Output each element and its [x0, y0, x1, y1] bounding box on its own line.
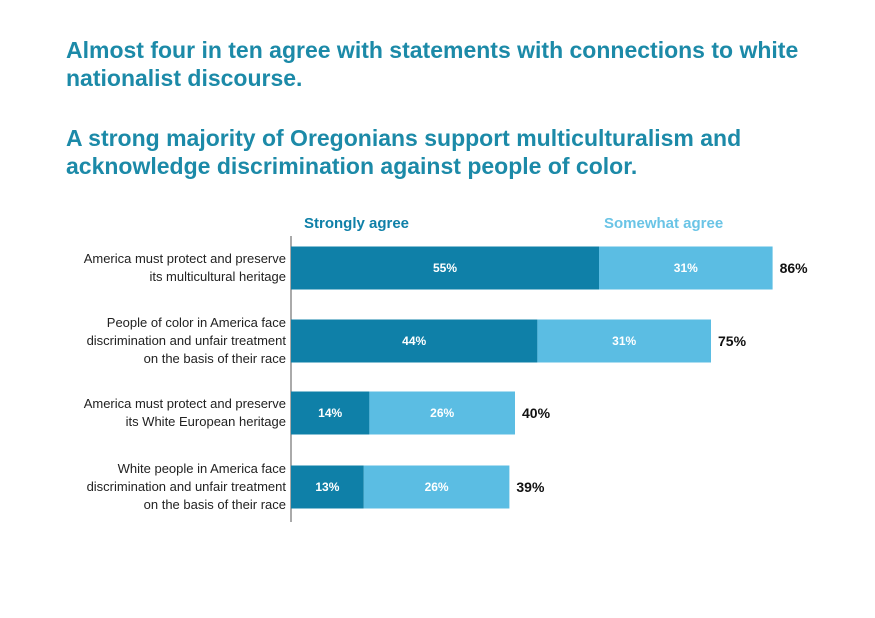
- total-label-2: 40%: [522, 405, 551, 421]
- category-label-2: America must protect and preserve its Whi…: [26, 395, 286, 431]
- data-label-strongly-2: 14%: [318, 406, 342, 420]
- legend-somewhat-agree: Somewhat agree: [604, 215, 724, 232]
- category-label-line: its White European heritage: [125, 414, 286, 429]
- bar-somewhat-3: [363, 465, 510, 509]
- category-label-line: on the basis of their race: [143, 351, 286, 366]
- headline-secondary: A strong majority of Oregonians support …: [66, 125, 742, 179]
- data-label-somewhat-0: 31%: [674, 261, 698, 275]
- headline-primary: Almost four in ten agree with statements…: [66, 37, 799, 91]
- category-label-3: White people in America face discriminati…: [26, 460, 286, 514]
- bar-strongly-2: [291, 391, 370, 435]
- bar-strongly-3: [291, 465, 364, 509]
- category-label-line: White people in America face: [117, 461, 286, 476]
- category-label-1: People of color in America face discrimin…: [26, 314, 286, 368]
- total-label-1: 75%: [718, 333, 747, 349]
- total-label-3: 39%: [516, 479, 545, 495]
- bar-strongly-0: [291, 246, 599, 290]
- category-label-0: America must protect and preserve its mul…: [26, 250, 286, 286]
- category-label-line: America must protect and preserve: [83, 396, 286, 411]
- category-label-line: its multicultural heritage: [149, 269, 286, 284]
- data-label-strongly-3: 13%: [315, 480, 339, 494]
- bar-strongly-1: [291, 319, 538, 363]
- bar-somewhat-1: [537, 319, 711, 363]
- data-label-strongly-0: 55%: [433, 261, 457, 275]
- data-label-somewhat-2: 26%: [430, 406, 454, 420]
- category-label-line: on the basis of their race: [143, 497, 286, 512]
- total-label-0: 86%: [780, 260, 809, 276]
- category-label-line: discrimination and unfair treatment: [86, 333, 286, 348]
- legend-strongly-agree: Strongly agree: [304, 215, 410, 232]
- category-label-line: People of color in America face: [106, 315, 286, 330]
- category-label-line: America must protect and preserve: [83, 251, 286, 266]
- data-label-somewhat-1: 31%: [612, 334, 636, 348]
- data-label-strongly-1: 44%: [402, 334, 426, 348]
- bar-somewhat-2: [369, 391, 515, 435]
- bar-somewhat-0: [599, 246, 773, 290]
- data-label-somewhat-3: 26%: [425, 480, 449, 494]
- category-label-line: discrimination and unfair treatment: [86, 479, 286, 494]
